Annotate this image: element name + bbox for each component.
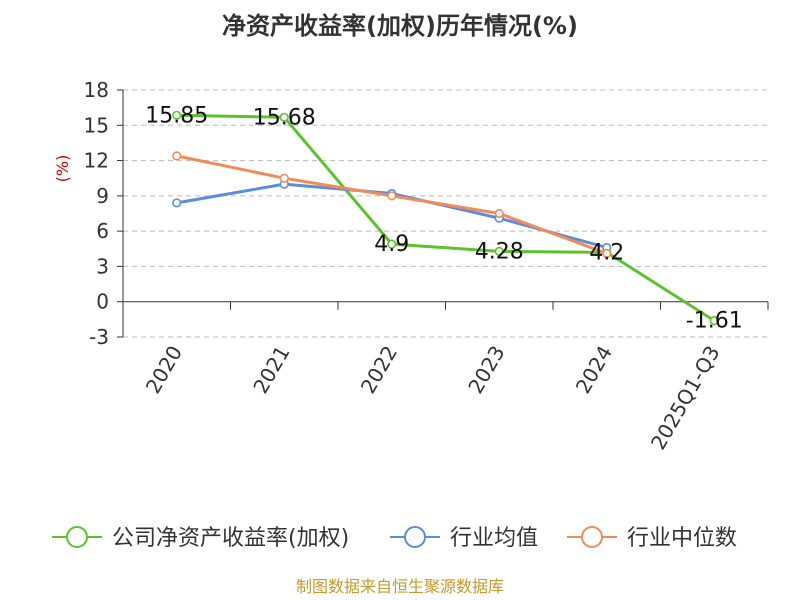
legend-label-0: 公司净资产收益率(加权) — [112, 526, 349, 551]
x-tick-label: 2022 — [356, 342, 402, 398]
source-note: 制图数据来自恒生聚源数据库 — [296, 577, 504, 596]
data-point-1 — [172, 198, 182, 208]
legend-marker-1 — [404, 526, 426, 548]
data-point-2 — [602, 248, 612, 259]
chart-title: 净资产收益率(加权)历年情况(%) — [222, 12, 578, 40]
y-axis-unit: (%) — [53, 155, 72, 183]
legend-label-2: 行业中位数 — [627, 526, 737, 551]
data-label: -1.61 — [686, 309, 743, 334]
x-tick-label: 2023 — [463, 342, 509, 398]
data-point-0 — [387, 239, 397, 249]
data-label: 15.68 — [253, 105, 316, 130]
y-tick-label: 6 — [96, 219, 109, 243]
legend: 公司净资产收益率(加权) 行业均值 行业中位数 — [52, 526, 737, 551]
x-tick-label: 2021 — [248, 342, 294, 398]
data-point-0 — [172, 110, 182, 120]
y-tick-label: 3 — [96, 254, 109, 278]
legend-marker-2 — [581, 526, 603, 548]
y-tick-label: 15 — [84, 113, 109, 137]
y-tick-label: 12 — [84, 149, 109, 173]
data-label: 15.85 — [145, 103, 208, 128]
data-label: 4.9 — [374, 232, 409, 257]
y-tick-label: -3 — [89, 325, 109, 349]
data-label: 4.28 — [475, 239, 524, 264]
x-tick-label: 2020 — [141, 342, 187, 398]
x-tick-label: 2025Q1-Q3 — [646, 342, 725, 454]
data-point-2 — [494, 208, 504, 219]
data-point-2 — [387, 191, 397, 201]
x-tick-label: 2024 — [571, 342, 617, 398]
y-tick-label: 9 — [96, 184, 109, 208]
data-label: 4.2 — [589, 240, 624, 265]
legend-label-1: 行业均值 — [450, 526, 538, 551]
legend-marker-0 — [66, 526, 88, 548]
series-layer — [172, 110, 719, 326]
data-point-2 — [172, 151, 182, 161]
data-point-0 — [279, 112, 289, 122]
y-tick-label: 18 — [84, 78, 109, 102]
y-tick-label: 0 — [96, 290, 109, 314]
grid-layer — [123, 89, 768, 338]
data-point-2 — [279, 173, 289, 183]
data-point-0 — [709, 316, 719, 326]
data-point-0 — [494, 246, 504, 256]
label-layer: 15.85 15.68 4.9 4.28 4.2 -1.61 — [145, 103, 742, 333]
series-line-0 — [176, 113, 716, 322]
axis-layer: 18 15 12 9 6 3 0 -3 (%) 2020 2021 2022 2023 2024 2025Q… — [53, 78, 769, 454]
